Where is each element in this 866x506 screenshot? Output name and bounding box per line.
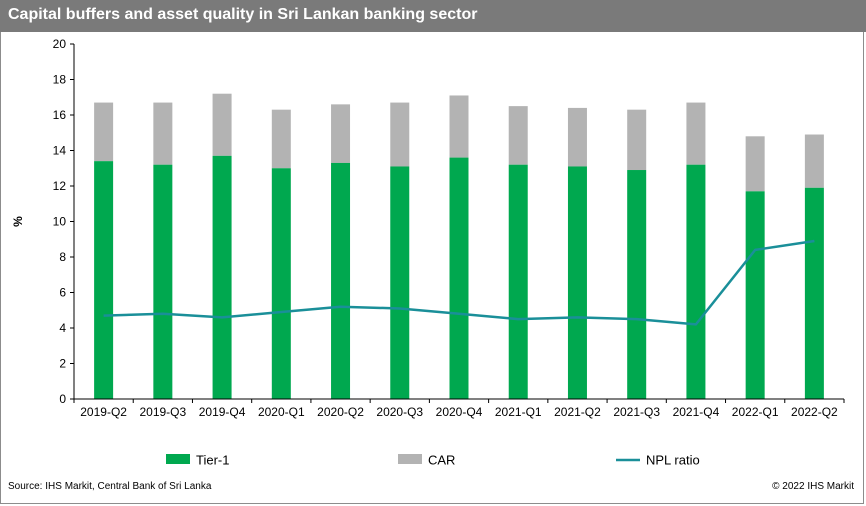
car-bar [567, 107, 587, 167]
tier1-bar [804, 187, 824, 399]
legend-label: CAR [428, 453, 455, 468]
car-bar [449, 95, 469, 158]
y-tick-label: 4 [59, 321, 66, 335]
legend-swatch [398, 454, 422, 464]
tier1-bar [745, 191, 765, 399]
y-tick-label: 16 [53, 108, 67, 122]
y-tick-label: 10 [53, 215, 67, 229]
tier1-bar [153, 164, 173, 399]
tier1-bar [508, 164, 528, 399]
car-bar [508, 106, 528, 165]
y-tick-label: 2 [59, 357, 66, 371]
x-tick-label: 2020-Q2 [317, 405, 364, 419]
y-axis-label: % [11, 216, 25, 227]
tick-labels: 0 2 4 6 8 10 12 14 16 18 20 2019-Q2 2019-Q3 2019-Q4 20… [53, 37, 838, 419]
axes [70, 43, 845, 403]
car-bar [627, 109, 647, 171]
tier1-bar [94, 161, 114, 399]
x-tick-label: 2020-Q3 [376, 405, 423, 419]
legend-npl: NPL ratio [616, 453, 700, 468]
bars [94, 93, 824, 399]
x-tick-label: 2021-Q4 [673, 405, 720, 419]
chart-title: Capital buffers and asset quality in Sri… [8, 6, 478, 23]
car-bar [745, 136, 765, 192]
y-tick-label: 20 [53, 37, 67, 51]
npl-line-layer [103, 239, 815, 326]
tier1-bar [627, 170, 647, 399]
car-bar [271, 109, 291, 169]
y-tick-label: 6 [59, 286, 66, 300]
car-bar [212, 93, 232, 156]
y-tick-label: 0 [59, 392, 66, 406]
legend-label: NPL ratio [646, 453, 700, 468]
x-tick-label: 2020-Q4 [436, 405, 483, 419]
x-tick-label: 2019-Q3 [139, 405, 186, 419]
car-bar [153, 102, 173, 165]
x-tick-label: 2019-Q2 [80, 405, 127, 419]
copyright-note: © 2022 IHS Markit [772, 481, 854, 492]
y-tick-label: 12 [53, 179, 67, 193]
x-tick-label: 2021-Q2 [554, 405, 601, 419]
x-tick-label: 2019-Q4 [199, 405, 246, 419]
source-note: Source: IHS Markit, Central Bank of Sri … [8, 481, 212, 492]
tier1-bar [686, 164, 706, 399]
car-bar [94, 102, 114, 162]
title-bar: Capital buffers and asset quality in Sri… [0, 0, 866, 32]
legend: Tier-1 CAR NPL ratio [166, 453, 700, 468]
car-bar [804, 134, 824, 188]
x-tick-label: 2021-Q3 [613, 405, 660, 419]
tier1-bar [567, 166, 587, 399]
legend-tier1: Tier-1 [166, 453, 229, 468]
tier1-bar [271, 168, 291, 399]
x-tick-label: 2020-Q1 [258, 405, 305, 419]
tier1-bar [449, 157, 469, 399]
car-bar [686, 102, 706, 165]
tier1-bar [331, 162, 351, 399]
x-tick-label: 2021-Q1 [495, 405, 542, 419]
car-bar [331, 104, 351, 163]
tier1-bar [390, 166, 410, 399]
car-bar [390, 102, 410, 167]
y-tick-label: 8 [59, 250, 66, 264]
legend-label: Tier-1 [196, 453, 229, 468]
x-tick-label: 2022-Q2 [791, 405, 838, 419]
y-tick-label: 14 [53, 144, 67, 158]
x-tick-label: 2022-Q1 [732, 405, 779, 419]
legend-car: CAR [398, 453, 455, 468]
y-tick-label: 18 [53, 73, 67, 87]
legend-swatch [166, 454, 190, 464]
tier1-bar [212, 155, 232, 399]
